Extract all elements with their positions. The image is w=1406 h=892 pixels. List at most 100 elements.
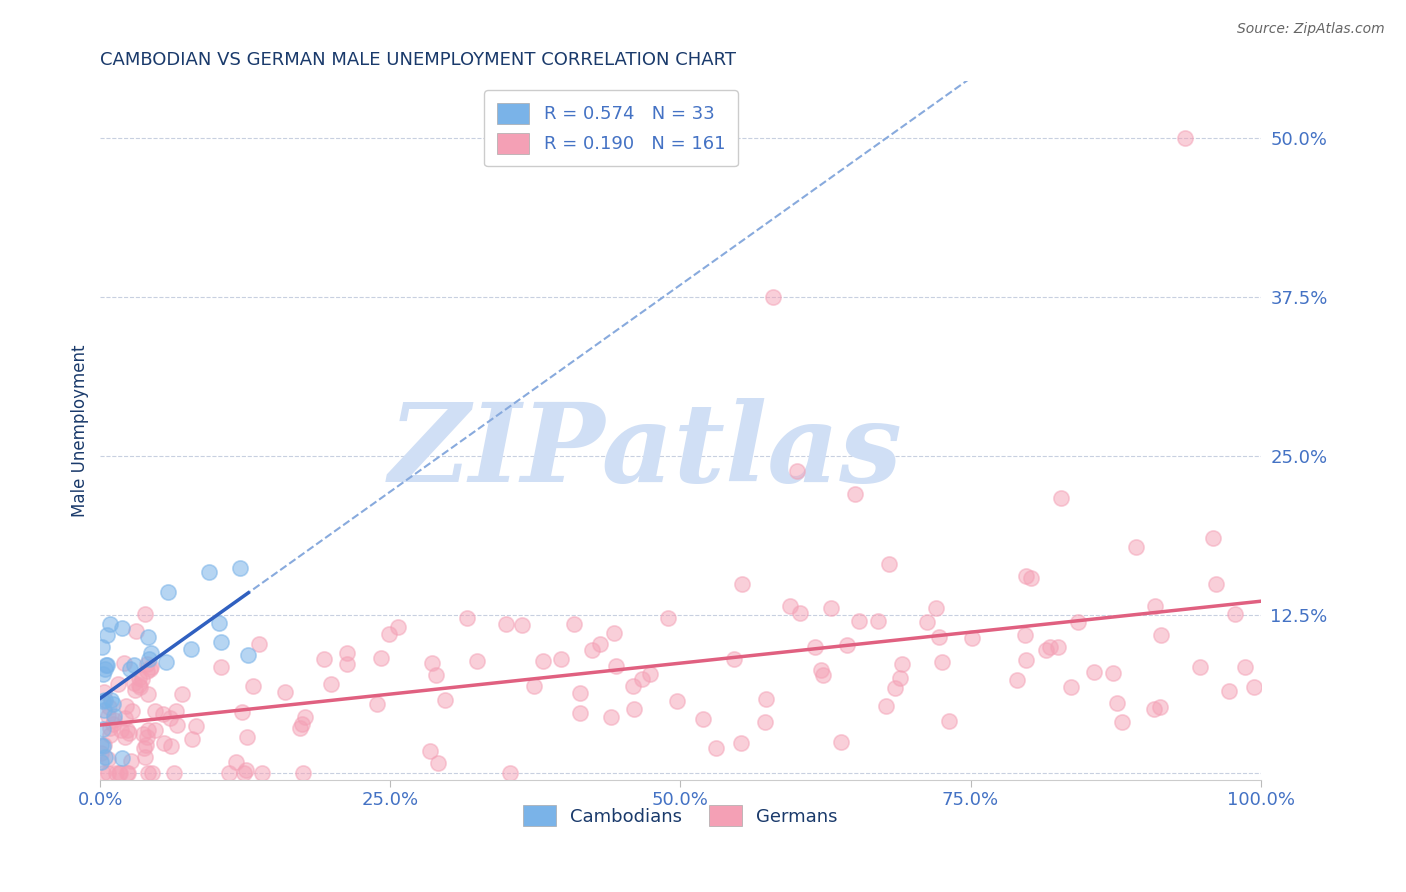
- Point: [163, 766, 186, 780]
- Point: [875, 699, 897, 714]
- Point: [242, 679, 264, 693]
- Point: [134, 741, 156, 756]
- Point: [1111, 714, 1133, 729]
- Point: [98, 617, 121, 632]
- Point: [1015, 653, 1038, 667]
- Point: [118, 662, 141, 676]
- Point: [93, 662, 115, 676]
- Point: [938, 714, 960, 729]
- Point: [136, 766, 159, 780]
- Point: [1149, 700, 1171, 714]
- Point: [465, 654, 488, 668]
- Point: [1105, 696, 1128, 710]
- Point: [1243, 680, 1265, 694]
- Point: [131, 672, 153, 686]
- Point: [1101, 665, 1123, 680]
- Point: [599, 710, 621, 724]
- Point: [1218, 683, 1240, 698]
- Point: [105, 766, 128, 780]
- Point: [103, 713, 125, 727]
- Point: [97, 752, 120, 766]
- Point: [621, 679, 644, 693]
- Point: [114, 730, 136, 744]
- Point: [101, 697, 124, 711]
- Point: [510, 617, 533, 632]
- Point: [135, 738, 157, 752]
- Point: [879, 557, 901, 571]
- Point: [1019, 571, 1042, 585]
- Point: [91, 766, 114, 780]
- Point: [1205, 576, 1227, 591]
- Text: Source: ZipAtlas.com: Source: ZipAtlas.com: [1237, 22, 1385, 37]
- Point: [112, 656, 135, 670]
- Point: [120, 754, 142, 768]
- Point: [90, 746, 112, 760]
- Point: [820, 601, 842, 615]
- Point: [94, 693, 117, 707]
- Point: [138, 652, 160, 666]
- Point: [292, 766, 315, 780]
- Point: [121, 704, 143, 718]
- Point: [110, 766, 132, 780]
- Point: [124, 682, 146, 697]
- Point: [915, 615, 938, 630]
- Point: [107, 677, 129, 691]
- Point: [931, 655, 953, 669]
- Point: [250, 766, 273, 780]
- Point: [122, 676, 145, 690]
- Point: [98, 728, 121, 742]
- Point: [1050, 491, 1073, 506]
- Point: [1007, 673, 1029, 687]
- Point: [419, 744, 441, 758]
- Point: [91, 667, 114, 681]
- Point: [1015, 568, 1038, 582]
- Point: [762, 290, 785, 304]
- Point: [789, 606, 811, 620]
- Point: [229, 561, 252, 575]
- Point: [704, 741, 727, 756]
- Point: [321, 677, 343, 691]
- Point: [754, 714, 776, 729]
- Point: [180, 641, 202, 656]
- Point: [312, 652, 335, 666]
- Point: [90, 739, 112, 753]
- Point: [170, 687, 193, 701]
- Point: [665, 694, 688, 708]
- Point: [434, 692, 457, 706]
- Point: [111, 621, 134, 635]
- Point: [883, 681, 905, 695]
- Point: [928, 630, 950, 644]
- Point: [786, 464, 808, 478]
- Point: [218, 766, 240, 780]
- Point: [1125, 540, 1147, 554]
- Point: [638, 667, 661, 681]
- Point: [387, 620, 409, 634]
- Point: [247, 637, 270, 651]
- Point: [531, 654, 554, 668]
- Y-axis label: Male Unemployment: Male Unemployment: [72, 344, 89, 516]
- Point: [290, 716, 312, 731]
- Point: [103, 708, 125, 723]
- Point: [336, 657, 359, 671]
- Point: [97, 709, 120, 723]
- Point: [103, 717, 125, 731]
- Point: [153, 736, 176, 750]
- Point: [288, 721, 311, 735]
- Point: [198, 566, 221, 580]
- Point: [830, 735, 852, 749]
- Point: [141, 766, 163, 780]
- Point: [135, 657, 157, 671]
- Point: [93, 738, 115, 752]
- Point: [730, 736, 752, 750]
- Point: [1223, 607, 1246, 621]
- Point: [115, 766, 138, 780]
- Point: [115, 699, 138, 714]
- Point: [143, 704, 166, 718]
- Point: [165, 704, 187, 718]
- Point: [93, 703, 115, 717]
- Point: [755, 691, 778, 706]
- Point: [166, 717, 188, 731]
- Point: [134, 607, 156, 621]
- Point: [336, 646, 359, 660]
- Point: [155, 656, 177, 670]
